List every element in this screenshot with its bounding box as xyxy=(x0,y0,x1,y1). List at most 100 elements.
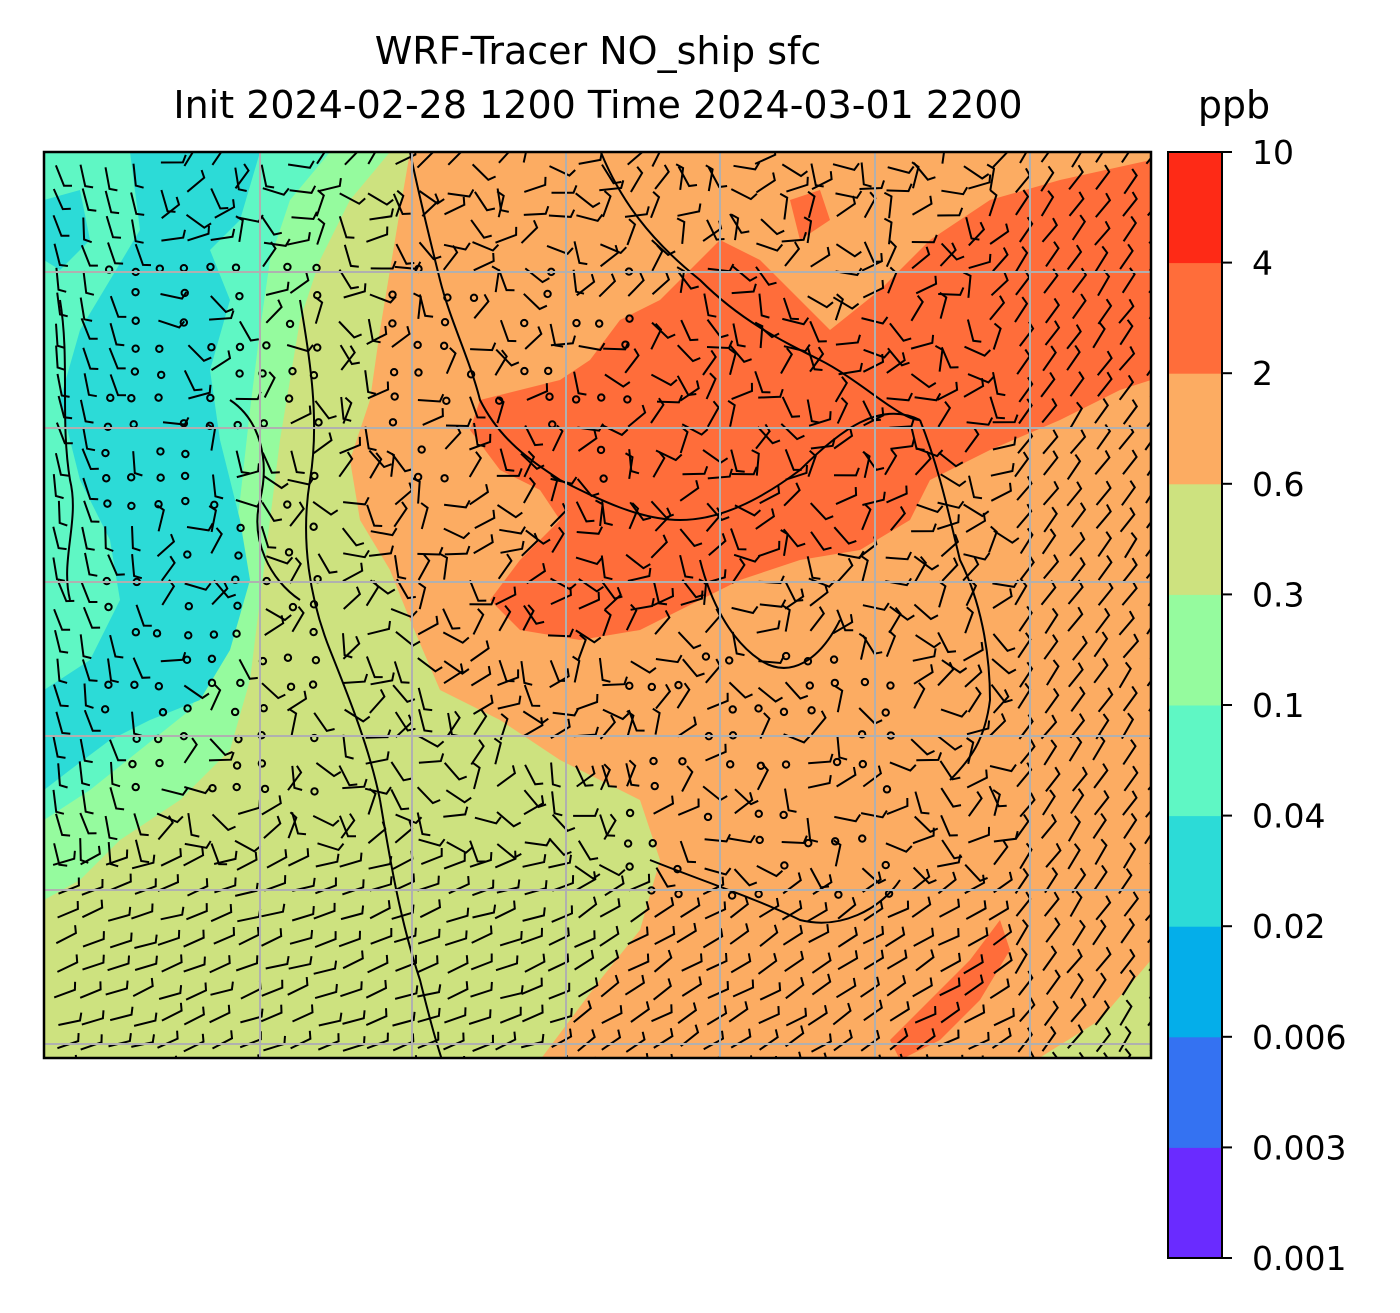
wind-barb xyxy=(807,902,828,923)
wind-barb xyxy=(782,924,804,946)
wind-barb xyxy=(706,340,734,350)
wind-barb xyxy=(1121,580,1138,606)
wind-barb xyxy=(448,1216,470,1230)
colorbar-segment xyxy=(1168,926,1222,1038)
wind-barb xyxy=(812,1110,832,1128)
calm-wind-marker xyxy=(858,759,868,769)
wind-barb xyxy=(836,609,854,632)
wind-barb xyxy=(82,1216,102,1233)
calm-wind-marker xyxy=(621,340,630,349)
wind-barb xyxy=(1123,765,1139,792)
wind-barb xyxy=(939,760,961,781)
calm-wind-marker xyxy=(594,319,604,328)
wind-barb xyxy=(1018,398,1033,425)
wind-barb xyxy=(885,240,897,268)
calm-wind-marker xyxy=(284,548,294,557)
wind-barb xyxy=(833,839,842,867)
wind-barb xyxy=(807,774,832,789)
wind-barb xyxy=(390,761,412,782)
wind-barb xyxy=(578,591,601,610)
wind-barb xyxy=(1119,999,1133,1026)
wind-barb xyxy=(859,180,885,190)
wind-barb xyxy=(835,190,863,199)
wind-barb xyxy=(55,323,66,349)
calm-wind-marker xyxy=(804,838,813,848)
wind-barb xyxy=(1118,1025,1132,1053)
wind-barb xyxy=(366,1215,386,1232)
wind-barb xyxy=(1092,972,1107,999)
wind-barb xyxy=(705,743,727,762)
wind-barb xyxy=(413,292,422,320)
wind-barb xyxy=(989,295,1006,321)
wind-barb xyxy=(803,216,813,244)
wind-barb xyxy=(551,905,574,923)
wind-barb xyxy=(759,712,771,740)
wind-barb xyxy=(266,555,294,565)
wind-barb xyxy=(208,751,235,762)
wind-barb xyxy=(395,1135,416,1151)
wind-barb xyxy=(994,1108,1013,1128)
wind-barb xyxy=(862,925,885,945)
wind-barb xyxy=(968,1210,987,1229)
wind-barb xyxy=(1122,633,1140,659)
wind-barb xyxy=(1017,1235,1030,1259)
wind-barb xyxy=(443,806,469,818)
wind-barb xyxy=(391,453,414,473)
wind-barb xyxy=(1118,346,1136,371)
wind-barb xyxy=(395,1217,416,1233)
wind-barb xyxy=(577,430,598,452)
wind-barbs xyxy=(52,152,1159,1260)
wind-barb xyxy=(733,553,761,563)
wind-barb xyxy=(286,232,311,246)
wind-barb xyxy=(1093,789,1110,816)
calm-wind-marker xyxy=(830,837,840,846)
wind-barb xyxy=(576,693,599,711)
wind-barb xyxy=(109,787,125,811)
wind-barb xyxy=(863,407,885,427)
wind-barb xyxy=(185,1238,206,1254)
wind-barb xyxy=(917,1216,937,1233)
wind-barb xyxy=(1145,1179,1159,1203)
colorbar-segment xyxy=(1168,262,1222,374)
wind-barb xyxy=(55,711,71,735)
wind-barb xyxy=(1118,661,1132,689)
wind-barb xyxy=(937,928,960,946)
wind-barb xyxy=(1122,215,1138,242)
calm-wind-marker xyxy=(830,678,840,688)
wind-barb xyxy=(731,557,746,584)
wind-barb xyxy=(992,923,1013,946)
wind-barb xyxy=(523,1220,545,1234)
wind-barb xyxy=(654,896,675,918)
wind-barb xyxy=(993,1007,1015,1027)
wind-barb xyxy=(495,586,517,606)
wind-barb xyxy=(595,499,604,527)
wind-barb xyxy=(1071,502,1087,528)
wind-barb xyxy=(500,1087,521,1102)
wind-barb xyxy=(52,474,64,500)
wind-barb xyxy=(1122,739,1137,766)
wind-barb xyxy=(780,529,789,556)
wind-barb xyxy=(291,906,315,922)
wind-barb xyxy=(1121,712,1135,740)
wind-barb xyxy=(890,1157,908,1177)
wind-barb xyxy=(338,216,355,239)
wind-barb xyxy=(470,342,497,352)
wind-barb xyxy=(912,827,935,845)
wind-barb xyxy=(496,765,517,788)
wind-barb xyxy=(187,344,212,362)
wind-barb xyxy=(318,177,342,193)
wind-barb xyxy=(338,815,356,838)
wind-barb xyxy=(267,1136,288,1152)
wind-barb xyxy=(55,813,71,837)
wind-barb xyxy=(470,953,493,971)
wind-barb xyxy=(211,580,229,606)
wind-barb xyxy=(810,163,824,188)
wind-barb xyxy=(913,927,935,947)
wind-barb xyxy=(835,243,862,258)
wind-barb xyxy=(992,1239,1010,1260)
wind-barb xyxy=(470,981,493,998)
wind-barb xyxy=(679,528,703,548)
wind-barb xyxy=(183,369,203,392)
calm-wind-marker xyxy=(572,318,581,328)
wind-barb xyxy=(575,192,601,209)
